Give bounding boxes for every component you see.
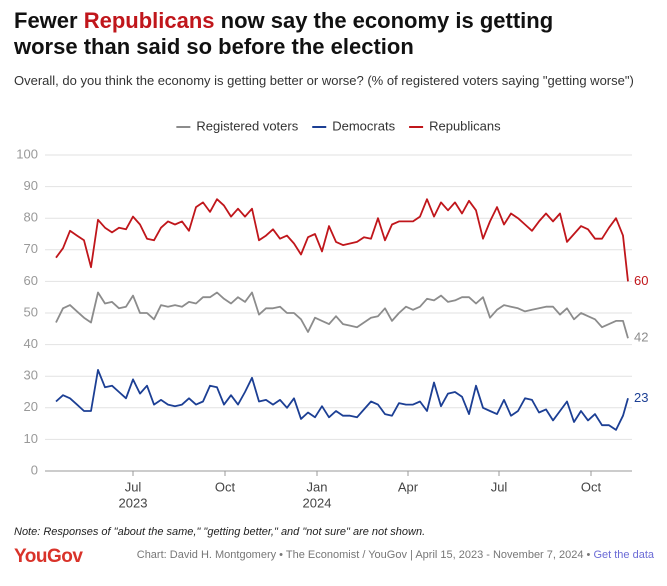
x-tick-label: Oct bbox=[215, 479, 236, 494]
title-part: now say the economy is getting worse tha… bbox=[14, 8, 554, 59]
x-tick-label: Oct bbox=[581, 479, 602, 494]
y-tick-label: 0 bbox=[31, 462, 38, 477]
logo: YouGov bbox=[14, 546, 83, 567]
x-tick-label: Jul bbox=[491, 479, 508, 494]
x-tick-label: Jul bbox=[125, 479, 142, 494]
series-line bbox=[55, 198, 629, 282]
source-block: Chart: David H. Montgomery • The Economi… bbox=[116, 548, 654, 562]
title-highlight: Republicans bbox=[83, 8, 215, 33]
end-label: 42 bbox=[634, 330, 648, 345]
note: Note: Responses of "about the same," "ge… bbox=[14, 526, 426, 538]
series-line bbox=[55, 291, 629, 339]
legend-label: Registered voters bbox=[196, 118, 298, 133]
y-tick-label: 50 bbox=[24, 304, 38, 319]
source: Chart: David H. Montgomery • The Economi… bbox=[136, 549, 591, 561]
y-tick-label: 100 bbox=[16, 146, 38, 161]
y-tick-label: 40 bbox=[24, 336, 38, 351]
data-link[interactable]: Get the data bbox=[593, 549, 654, 561]
chart-title: Fewer Republicans now say the economy is… bbox=[14, 8, 614, 60]
x-year-label: 2023 bbox=[119, 495, 148, 510]
series-line bbox=[55, 369, 629, 431]
y-tick-label: 70 bbox=[24, 241, 38, 256]
subtitle: Overall, do you think the economy is get… bbox=[14, 73, 634, 88]
y-tick-label: 60 bbox=[24, 273, 38, 288]
x-tick-label: Apr bbox=[398, 479, 419, 494]
y-tick-label: 10 bbox=[24, 431, 38, 446]
legend-label: Democrats bbox=[332, 118, 395, 133]
x-tick-label: Jan bbox=[307, 479, 328, 494]
y-tick-label: 20 bbox=[24, 399, 38, 414]
x-year-label: 2024 bbox=[303, 495, 332, 510]
legend-label: Republicans bbox=[429, 118, 501, 133]
y-tick-label: 90 bbox=[24, 178, 38, 193]
title-part: Fewer bbox=[14, 8, 84, 33]
end-label: 23 bbox=[634, 390, 648, 405]
y-tick-label: 80 bbox=[24, 210, 38, 225]
y-tick-label: 30 bbox=[24, 368, 38, 383]
end-label: 60 bbox=[634, 273, 648, 288]
